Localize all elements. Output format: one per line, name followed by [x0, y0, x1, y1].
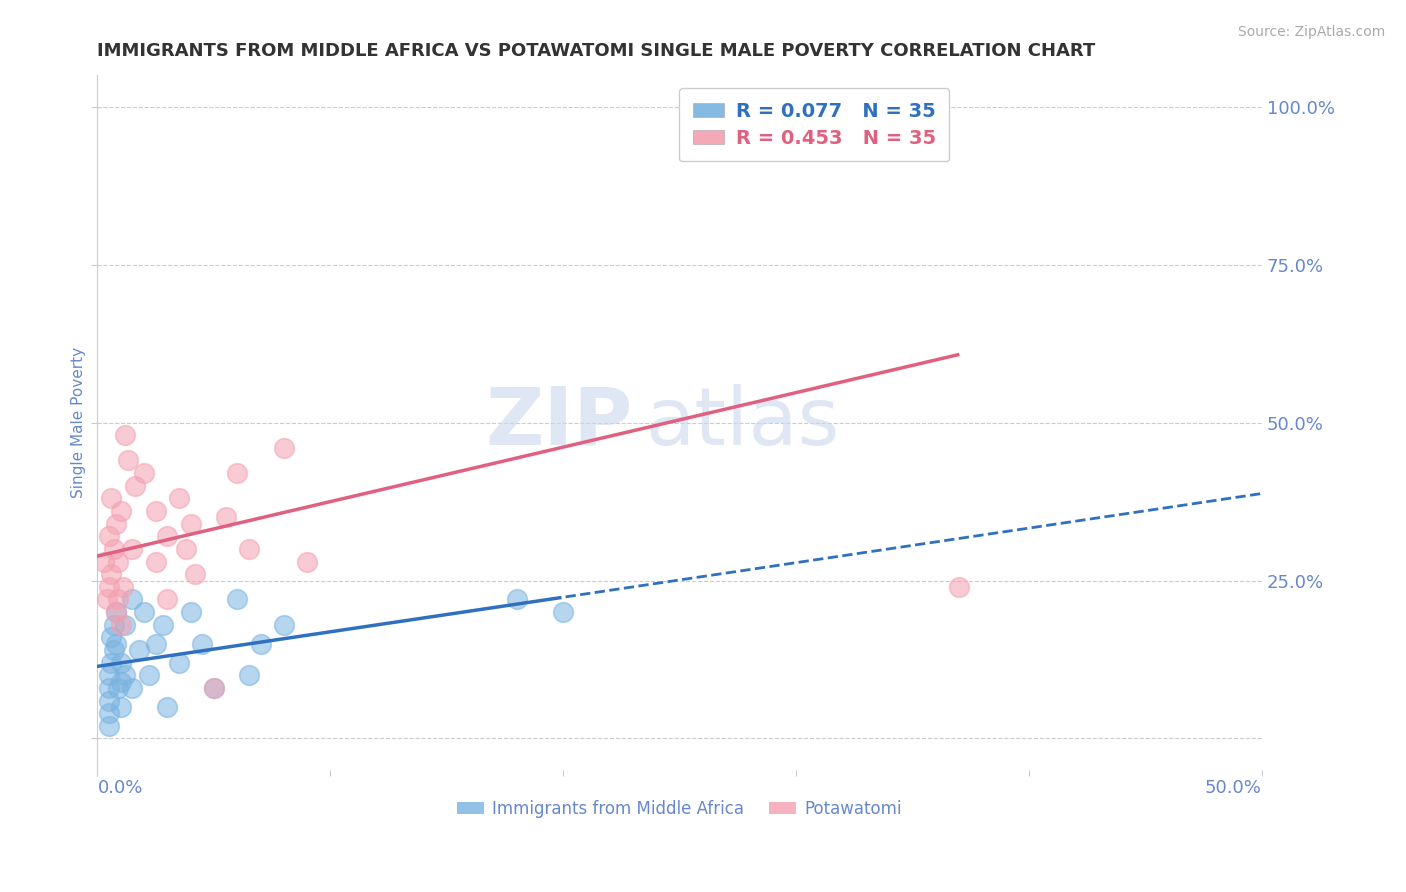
- Point: [128, 643, 150, 657]
- Point: [184, 567, 207, 582]
- Point: [114, 617, 136, 632]
- Point: [105, 605, 128, 619]
- Point: [110, 656, 132, 670]
- Point: [114, 668, 136, 682]
- Text: Source: ZipAtlas.com: Source: ZipAtlas.com: [1237, 25, 1385, 39]
- Point: [273, 441, 295, 455]
- Point: [132, 605, 155, 619]
- Point: [226, 592, 249, 607]
- Point: [273, 617, 295, 632]
- Text: 0.0%: 0.0%: [97, 780, 143, 797]
- Text: atlas: atlas: [645, 384, 839, 461]
- Point: [238, 541, 260, 556]
- Point: [156, 592, 179, 607]
- Point: [98, 719, 121, 733]
- Point: [202, 681, 225, 695]
- Point: [214, 510, 236, 524]
- Point: [93, 555, 115, 569]
- Point: [180, 516, 202, 531]
- Point: [249, 637, 271, 651]
- Legend: Immigrants from Middle Africa, Potawatomi: Immigrants from Middle Africa, Potawatom…: [451, 793, 908, 824]
- Point: [107, 681, 129, 695]
- Point: [121, 541, 143, 556]
- Point: [191, 637, 214, 651]
- Point: [96, 592, 118, 607]
- Point: [124, 479, 146, 493]
- Point: [103, 643, 125, 657]
- Point: [103, 541, 125, 556]
- Point: [114, 428, 136, 442]
- Text: 50.0%: 50.0%: [1205, 780, 1263, 797]
- Point: [138, 668, 160, 682]
- Point: [98, 706, 121, 720]
- Point: [117, 453, 139, 467]
- Point: [112, 580, 135, 594]
- Point: [107, 555, 129, 569]
- Point: [156, 699, 179, 714]
- Y-axis label: Single Male Poverty: Single Male Poverty: [72, 347, 86, 498]
- Point: [100, 631, 122, 645]
- Point: [145, 555, 167, 569]
- Point: [121, 681, 143, 695]
- Point: [98, 580, 121, 594]
- Point: [167, 491, 190, 506]
- Point: [948, 580, 970, 594]
- Point: [152, 617, 174, 632]
- Point: [98, 529, 121, 543]
- Point: [98, 668, 121, 682]
- Point: [110, 504, 132, 518]
- Point: [226, 466, 249, 480]
- Point: [98, 693, 121, 707]
- Point: [901, 100, 924, 114]
- Point: [105, 516, 128, 531]
- Text: IMMIGRANTS FROM MIDDLE AFRICA VS POTAWATOMI SINGLE MALE POVERTY CORRELATION CHAR: IMMIGRANTS FROM MIDDLE AFRICA VS POTAWAT…: [97, 42, 1095, 60]
- Point: [132, 466, 155, 480]
- Point: [103, 617, 125, 632]
- Point: [121, 592, 143, 607]
- Point: [553, 605, 575, 619]
- Point: [107, 592, 129, 607]
- Point: [156, 529, 179, 543]
- Point: [100, 656, 122, 670]
- Point: [110, 674, 132, 689]
- Point: [105, 637, 128, 651]
- Point: [100, 567, 122, 582]
- Point: [505, 592, 527, 607]
- Point: [167, 656, 190, 670]
- Point: [98, 681, 121, 695]
- Point: [295, 555, 318, 569]
- Point: [145, 637, 167, 651]
- Point: [100, 491, 122, 506]
- Point: [174, 541, 197, 556]
- Point: [238, 668, 260, 682]
- Point: [110, 699, 132, 714]
- Point: [180, 605, 202, 619]
- Point: [145, 504, 167, 518]
- Point: [105, 605, 128, 619]
- Point: [202, 681, 225, 695]
- Text: ZIP: ZIP: [486, 384, 633, 461]
- Point: [110, 617, 132, 632]
